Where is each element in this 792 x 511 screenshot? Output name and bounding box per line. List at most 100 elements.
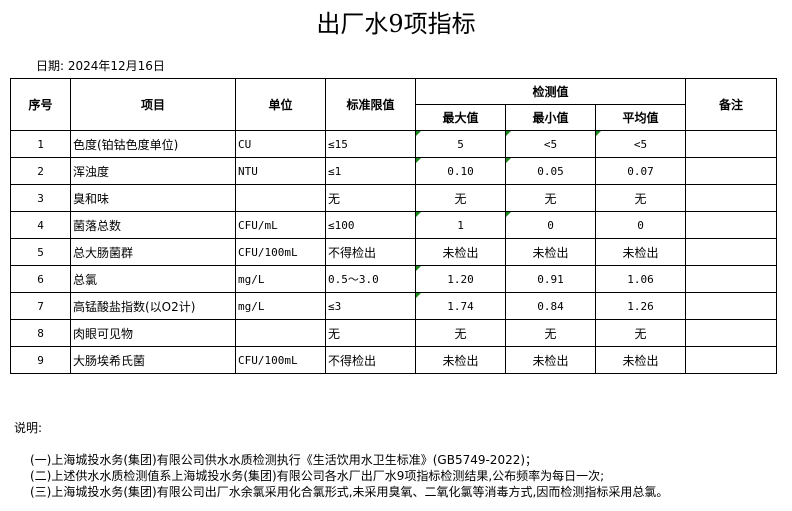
cell-avg: 未检出 [595, 238, 686, 266]
comment-marker-icon [416, 131, 421, 136]
cell-unit: mg/L [235, 292, 326, 320]
header-max: 最大值 [415, 104, 506, 131]
cell-item: 菌落总数 [70, 211, 236, 239]
cell-item: 总大肠菌群 [70, 238, 236, 266]
cell-unit: CFU/mL [235, 211, 326, 239]
cell-remark [685, 184, 777, 212]
cell-max: 1.20 [415, 265, 506, 293]
cell-avg: <5 [595, 130, 686, 158]
cell-avg: 无 [595, 319, 686, 347]
cell-remark [685, 130, 777, 158]
cell-item: 色度(铂钴色度单位) [70, 130, 236, 158]
page-title: 出厂水9项指标 [316, 10, 476, 38]
table-row: 6 总氯 mg/L 0.5～3.0 1.20 0.91 1.06 [10, 265, 777, 293]
cell-unit [235, 319, 326, 347]
note-2: (二)上述供水水质检测值系上海城投水务(集团)有限公司各水厂出厂水9项指标检测结… [30, 469, 605, 483]
header-avg: 平均值 [595, 104, 686, 131]
water-quality-table: 序号 项目 单位 标准限值 检测值 备注 最大值 最小值 平均值 1 色度(铂钴色… [10, 78, 777, 374]
cell-remark [685, 157, 777, 185]
cell-item: 总氯 [70, 265, 236, 293]
table-row: 1 色度(铂钴色度单位) CU ≤15 5 <5 <5 [10, 130, 777, 158]
cell-min: 未检出 [505, 346, 596, 374]
cell-no: 8 [10, 319, 71, 347]
cell-item: 肉眼可见物 [70, 319, 236, 347]
cell-avg: 无 [595, 184, 686, 212]
cell-remark [685, 211, 777, 239]
cell-max: 0.10 [415, 157, 506, 185]
cell-min: 无 [505, 184, 596, 212]
cell-max: 1.74 [415, 292, 506, 320]
cell-remark [685, 265, 777, 293]
cell-no: 6 [10, 265, 71, 293]
cell-limit: 不得检出 [325, 346, 416, 374]
cell-avg: 0 [595, 211, 686, 239]
header-limit: 标准限值 [325, 78, 416, 131]
cell-no: 2 [10, 157, 71, 185]
cell-avg: 未检出 [595, 346, 686, 374]
cell-limit: 无 [325, 319, 416, 347]
cell-limit: 不得检出 [325, 238, 416, 266]
cell-remark [685, 346, 777, 374]
table-row: 4 菌落总数 CFU/mL ≤100 1 0 0 [10, 211, 777, 239]
comment-marker-icon [596, 131, 601, 136]
cell-max: 未检出 [415, 238, 506, 266]
cell-limit: ≤1 [325, 157, 416, 185]
cell-remark [685, 292, 777, 320]
cell-avg: 1.06 [595, 265, 686, 293]
cell-min: 未检出 [505, 238, 596, 266]
cell-item: 浑浊度 [70, 157, 236, 185]
cell-item: 大肠埃希氏菌 [70, 346, 236, 374]
comment-marker-icon [506, 158, 511, 163]
comment-marker-icon [506, 212, 511, 217]
cell-remark [685, 238, 777, 266]
cell-unit: CU [235, 130, 326, 158]
cell-no: 7 [10, 292, 71, 320]
cell-no: 9 [10, 346, 71, 374]
header-measured: 检测值 [415, 78, 686, 105]
cell-unit: CFU/100mL [235, 238, 326, 266]
cell-item: 高锰酸盐指数(以O2计) [70, 292, 236, 320]
table-row: 7 高锰酸盐指数(以O2计) mg/L ≤3 1.74 0.84 1.26 [10, 292, 777, 320]
header-item: 项目 [70, 78, 236, 131]
cell-max: 无 [415, 184, 506, 212]
note-3: (三)上海城投水务(集团)有限公司出厂水余氯采用化合氯形式,未采用臭氧、二氧化氯… [30, 485, 669, 499]
notes-label: 说明: [14, 421, 43, 435]
cell-max: 无 [415, 319, 506, 347]
cell-max: 未检出 [415, 346, 506, 374]
cell-min: 0 [505, 211, 596, 239]
cell-unit: NTU [235, 157, 326, 185]
cell-avg: 0.07 [595, 157, 686, 185]
comment-marker-icon [416, 158, 421, 163]
comment-marker-icon [416, 266, 421, 271]
cell-no: 1 [10, 130, 71, 158]
comment-marker-icon [506, 131, 511, 136]
note-1: (一)上海城投水务(集团)有限公司供水水质检测执行《生活饮用水卫生标准》(GB5… [30, 453, 538, 467]
report-date: 日期: 2024年12月16日 [36, 59, 165, 73]
notes: 说明: (一)上海城投水务(集团)有限公司供水水质检测执行《生活饮用水卫生标准》… [14, 420, 668, 500]
cell-remark [685, 319, 777, 347]
header-no: 序号 [10, 78, 71, 131]
header-min: 最小值 [505, 104, 596, 131]
table-row: 9 大肠埃希氏菌 CFU/100mL 不得检出 未检出 未检出 未检出 [10, 346, 777, 374]
cell-unit: CFU/100mL [235, 346, 326, 374]
cell-min: 无 [505, 319, 596, 347]
cell-min: 0.05 [505, 157, 596, 185]
cell-no: 4 [10, 211, 71, 239]
table-row: 8 肉眼可见物无无无无 [10, 319, 777, 347]
cell-limit: 无 [325, 184, 416, 212]
cell-min: 0.84 [505, 292, 596, 320]
cell-avg: 1.26 [595, 292, 686, 320]
cell-item: 臭和味 [70, 184, 236, 212]
cell-limit: ≤100 [325, 211, 416, 239]
cell-limit: ≤3 [325, 292, 416, 320]
cell-limit: 0.5～3.0 [325, 265, 416, 293]
comment-marker-icon [416, 293, 421, 298]
table-row: 3 臭和味无无无无 [10, 184, 777, 212]
cell-limit: ≤15 [325, 130, 416, 158]
cell-min: 0.91 [505, 265, 596, 293]
cell-no: 5 [10, 238, 71, 266]
header-unit: 单位 [235, 78, 326, 131]
cell-max: 1 [415, 211, 506, 239]
header-remark: 备注 [685, 78, 777, 131]
cell-unit [235, 184, 326, 212]
